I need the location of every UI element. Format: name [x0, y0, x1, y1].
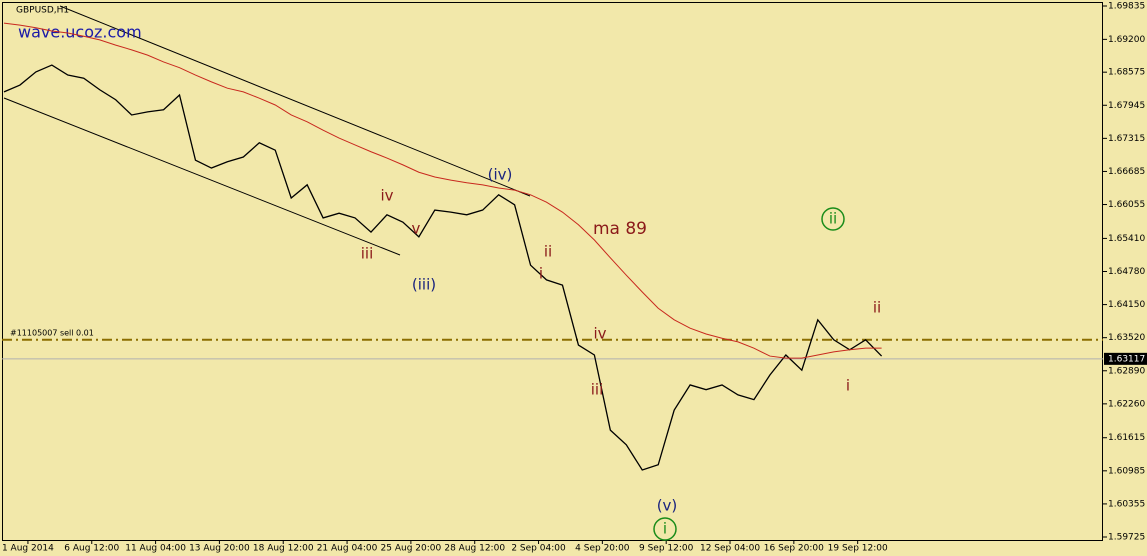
chart-title: GBPUSD,H1	[16, 6, 69, 16]
wave-label: i	[539, 265, 543, 283]
x-tick-label: 21 Aug 04:00	[317, 544, 378, 554]
y-tick-label: 1.60985	[1108, 466, 1145, 476]
wave-label: ii	[829, 210, 837, 228]
current-price-label: 1.63117	[1108, 354, 1145, 364]
y-tick-label: 1.60355	[1108, 499, 1145, 509]
y-tick-label: 1.62260	[1108, 399, 1145, 409]
y-tick-label: 1.67315	[1108, 134, 1145, 144]
wave-label: iv	[380, 187, 393, 205]
channel-lower	[3, 97, 401, 256]
x-tick-label: 18 Aug 12:00	[253, 544, 314, 554]
wave-label: i	[663, 520, 667, 538]
plot-frame	[2, 2, 1103, 541]
y-tick-label: 1.69200	[1108, 35, 1145, 45]
wave-label: iii	[591, 381, 604, 399]
wave-label: (v)	[657, 497, 678, 515]
x-tick-label: 4 Sep 20:00	[575, 544, 630, 554]
watermark: wave.ucoz.com	[18, 23, 142, 42]
current-price-box	[1104, 352, 1147, 365]
x-tick-label: 1 Aug 2014	[2, 544, 54, 554]
y-tick-label: 1.68575	[1108, 68, 1145, 78]
x-tick-label: 11 Aug 04:00	[125, 544, 186, 554]
wave-label: ii	[873, 299, 881, 317]
y-tick-label: 1.65410	[1108, 234, 1145, 244]
x-tick-label: 6 Aug 12:00	[64, 544, 119, 554]
y-tick-label: 1.59725	[1108, 533, 1145, 543]
channel-upper	[59, 5, 531, 197]
series-line	[3, 64, 883, 471]
y-tick-label: 1.66055	[1108, 200, 1145, 210]
y-tick-label: 1.67945	[1108, 101, 1145, 111]
x-tick-label: 28 Aug 12:00	[444, 544, 505, 554]
x-tick-label: 9 Sep 12:00	[639, 544, 694, 554]
wave-label: ii	[544, 243, 552, 261]
wave-circle	[653, 517, 677, 541]
x-tick-label: 16 Sep 20:00	[764, 544, 824, 554]
y-tick-label: 1.62890	[1108, 366, 1145, 376]
wave-label: v	[412, 220, 421, 238]
x-tick-label: 19 Sep 12:00	[828, 544, 888, 554]
y-tick-label: 1.66685	[1108, 167, 1145, 177]
y-tick-label: 1.69835	[1108, 2, 1145, 12]
x-tick-label: 13 Aug 20:00	[189, 544, 250, 554]
y-tick-label: 1.61615	[1108, 433, 1145, 443]
series-line	[3, 22, 882, 359]
y-tick-label: 1.63520	[1108, 333, 1145, 343]
wave-label: (iv)	[488, 166, 513, 184]
x-tick-label: 2 Sep 04:00	[511, 544, 566, 554]
wave-label: (iii)	[412, 276, 436, 294]
y-tick-label: 1.64780	[1108, 267, 1145, 277]
wave-label: i	[846, 377, 850, 395]
x-tick-label: 25 Aug 20:00	[381, 544, 442, 554]
x-tick-label: 12 Sep 04:00	[700, 544, 760, 554]
wave-label: iv	[593, 325, 606, 343]
wave-label: iii	[361, 245, 374, 263]
wave-label: ma 89	[593, 219, 647, 239]
y-tick-label: 1.64150	[1108, 300, 1145, 310]
order-label: #11105007 sell 0.01	[10, 328, 94, 337]
wave-circle	[821, 207, 845, 231]
